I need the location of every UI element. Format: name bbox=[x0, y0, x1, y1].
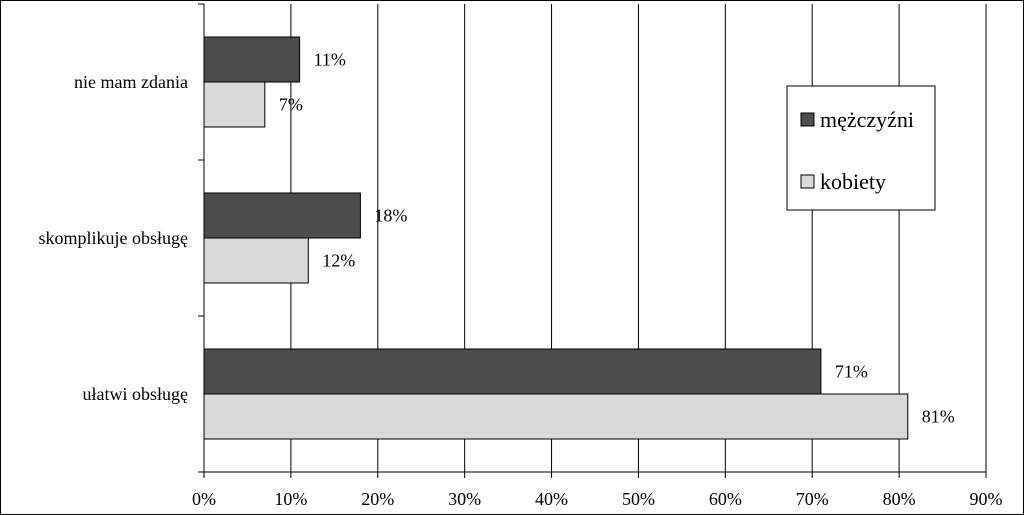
legend-box bbox=[786, 85, 936, 211]
legend-swatch bbox=[800, 174, 815, 189]
legend: mężczyźni kobiety bbox=[786, 85, 936, 211]
labels: 0% 10% 20% 30% 40% 50% 60% 70% 80% 90% nie mam zda… bbox=[39, 50, 1003, 510]
axes bbox=[198, 3, 987, 478]
x-tick-label: 90% bbox=[970, 489, 1003, 509]
legend-swatch bbox=[800, 112, 815, 127]
category-label: nie mam zdania bbox=[74, 72, 188, 92]
x-tick-label: 20% bbox=[361, 489, 394, 509]
data-label: 71% bbox=[835, 362, 868, 382]
x-tick-label: 60% bbox=[709, 489, 742, 509]
x-tick-label: 80% bbox=[883, 489, 916, 509]
bar bbox=[203, 81, 266, 128]
bar bbox=[203, 348, 822, 395]
x-tick-label: 10% bbox=[274, 489, 307, 509]
legend-label: kobiety bbox=[820, 169, 886, 194]
bar bbox=[203, 393, 909, 440]
category-label: ułatwi obsługę bbox=[83, 384, 189, 404]
bar bbox=[203, 237, 309, 284]
bars bbox=[203, 36, 909, 440]
data-label: 11% bbox=[314, 50, 346, 70]
data-label: 81% bbox=[922, 407, 955, 427]
legend-label: mężczyźni bbox=[820, 107, 914, 132]
x-tick-label: 0% bbox=[192, 489, 216, 509]
x-tick-label: 30% bbox=[448, 489, 481, 509]
bar bbox=[203, 36, 301, 83]
x-tick-label: 40% bbox=[535, 489, 568, 509]
x-tick-label: 50% bbox=[622, 489, 655, 509]
data-label: 7% bbox=[279, 95, 303, 115]
x-tick-label: 70% bbox=[796, 489, 829, 509]
bar bbox=[203, 192, 361, 239]
category-label: skomplikuje obsługę bbox=[39, 228, 189, 248]
data-label: 18% bbox=[374, 206, 407, 226]
data-label: 12% bbox=[322, 251, 355, 271]
